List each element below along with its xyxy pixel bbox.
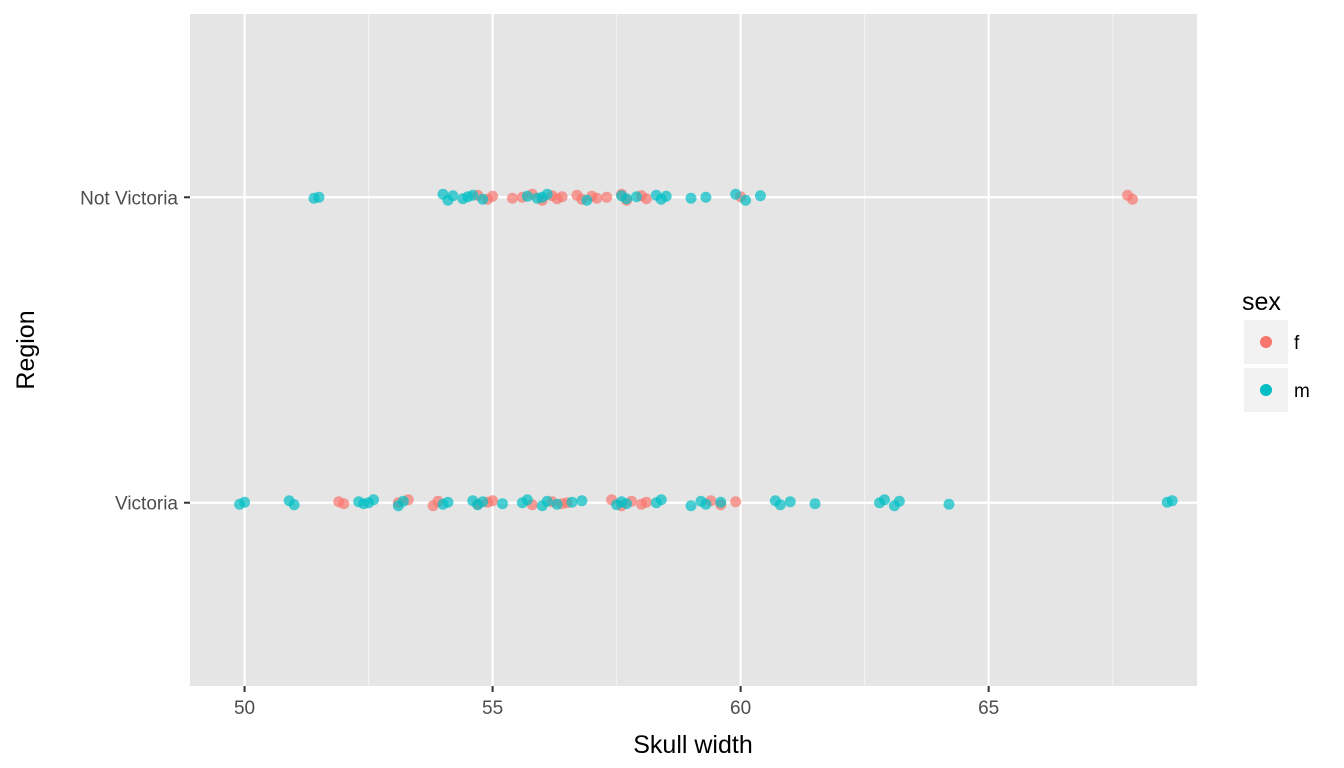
point-m <box>442 496 454 508</box>
point-m <box>630 191 642 203</box>
point-f <box>487 495 499 507</box>
point-m <box>447 190 459 202</box>
point-m <box>521 494 533 506</box>
legend-label-m: m <box>1294 381 1310 402</box>
point-m <box>685 192 697 204</box>
point-m <box>288 499 300 511</box>
x-tick-label: 50 <box>234 698 255 719</box>
point-m <box>541 188 553 200</box>
point-m <box>1166 495 1178 507</box>
point-m <box>784 496 796 508</box>
x-axis-title: Skull width <box>633 731 753 759</box>
point-m <box>655 494 667 506</box>
point-m <box>467 189 479 201</box>
x-tick-label: 55 <box>482 698 503 719</box>
legend-title: sex <box>1242 288 1281 316</box>
point-f <box>1127 193 1139 205</box>
x-tick-label: 60 <box>730 698 751 719</box>
point-f <box>506 192 518 204</box>
point-m <box>621 193 633 205</box>
point-f <box>591 192 603 204</box>
point-m <box>576 495 588 507</box>
point-m <box>497 498 509 510</box>
point-m <box>893 495 905 507</box>
point-m <box>740 194 752 206</box>
x-tick-label: 65 <box>978 698 999 719</box>
point-m <box>700 191 712 203</box>
minor-grid <box>368 14 1114 686</box>
point-f <box>338 498 350 510</box>
legend-swatch-f <box>1260 336 1272 348</box>
point-m <box>774 499 786 511</box>
point-f <box>556 191 568 203</box>
point-f <box>730 496 742 508</box>
x-axis: 50 55 60 65 <box>234 686 999 719</box>
point-f <box>640 193 652 205</box>
point-m <box>754 190 766 202</box>
point-m <box>685 500 697 512</box>
point-m <box>477 496 489 508</box>
y-axis-title: Region <box>12 310 40 389</box>
point-m <box>809 498 821 510</box>
point-m <box>730 188 742 200</box>
point-m <box>368 494 380 506</box>
legend-label-f: f <box>1294 333 1300 354</box>
data-points <box>234 188 1178 512</box>
point-m <box>239 496 251 508</box>
point-m <box>313 191 325 203</box>
point-m <box>715 496 727 508</box>
plot-panel <box>190 14 1197 686</box>
point-m <box>477 193 489 205</box>
y-tick-label: Victoria <box>115 494 178 515</box>
point-f <box>487 190 499 202</box>
point-m <box>397 495 409 507</box>
legend: sex f m <box>1242 288 1310 412</box>
point-m <box>581 194 593 206</box>
point-m <box>621 498 633 510</box>
point-m <box>878 494 890 506</box>
point-f <box>601 191 613 203</box>
point-m <box>943 498 955 510</box>
point-m <box>700 498 712 510</box>
point-f <box>640 496 652 508</box>
y-tick-label: Not Victoria <box>80 188 178 209</box>
point-m <box>521 190 533 202</box>
y-axis: Victoria Not Victoria <box>80 188 190 515</box>
point-m <box>566 496 578 508</box>
point-m <box>551 498 563 510</box>
legend-swatch-m <box>1260 384 1272 396</box>
point-m <box>660 190 672 202</box>
point-m <box>541 495 553 507</box>
